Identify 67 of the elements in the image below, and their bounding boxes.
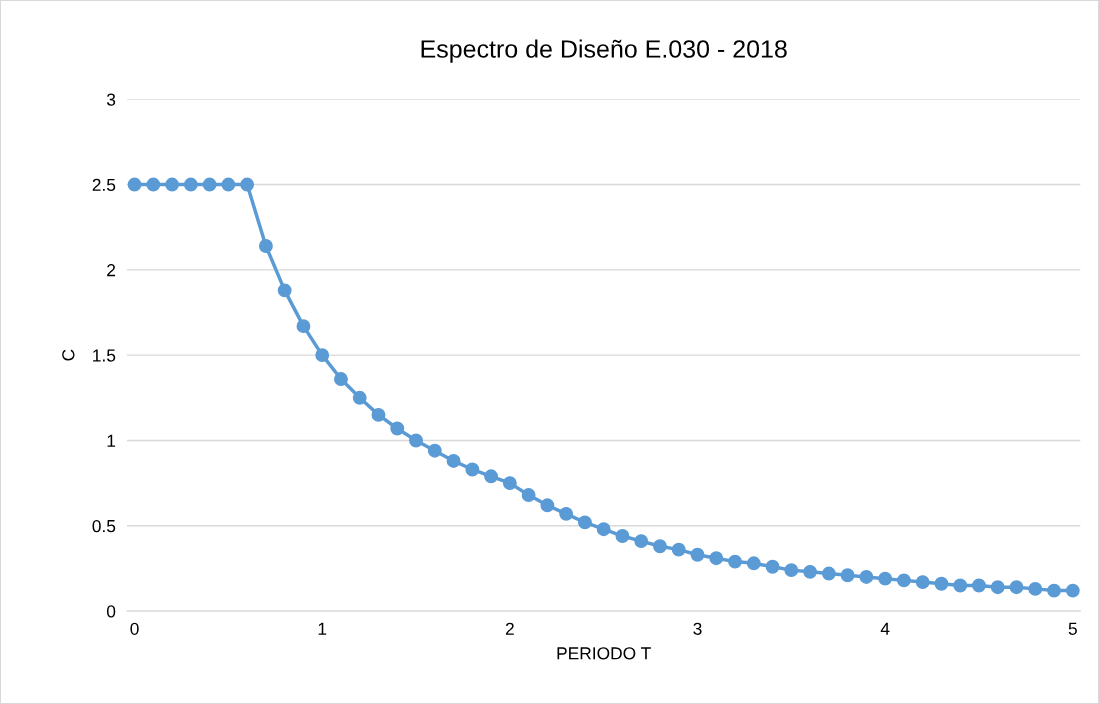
point (409, 433, 423, 448)
point (896, 573, 911, 588)
point (915, 575, 930, 590)
point (559, 506, 574, 521)
point (577, 515, 592, 530)
point (165, 177, 180, 192)
x-tick-label: 4 (880, 622, 890, 635)
point (653, 539, 667, 554)
x-tick-label: 3 (693, 622, 702, 635)
point (728, 554, 742, 569)
y-tick-label: 2.5 (92, 178, 116, 192)
point (1028, 581, 1043, 596)
point (352, 390, 367, 405)
point (183, 177, 198, 192)
point (427, 443, 442, 458)
chart-title: Espectro de Diseño E.030 - 2018 (421, 39, 787, 63)
point (240, 177, 255, 192)
point (202, 177, 217, 192)
point (334, 372, 348, 386)
point (446, 453, 461, 468)
point (990, 580, 1005, 595)
y-tick-label: 0.5 (92, 519, 116, 533)
point (390, 421, 405, 436)
point (127, 177, 142, 192)
point (277, 283, 292, 298)
point (1009, 580, 1024, 595)
y-tick-label: 3 (106, 93, 116, 106)
x-tick-label: 5 (1068, 622, 1077, 635)
point (484, 469, 499, 484)
x-tick-label: 1 (318, 622, 327, 635)
point (859, 570, 874, 584)
point (146, 177, 161, 192)
y-tick-label: 2 (107, 264, 116, 277)
point (934, 576, 949, 591)
point (840, 568, 855, 583)
point (878, 571, 893, 586)
x-tick-label: 0 (130, 622, 139, 635)
point (315, 348, 330, 363)
point (540, 498, 555, 513)
point (765, 559, 780, 574)
point (690, 547, 705, 562)
point (258, 239, 273, 253)
y-tick-label: 0 (106, 605, 116, 618)
point (671, 542, 686, 557)
point (784, 563, 799, 578)
point (821, 566, 836, 581)
point (634, 534, 649, 549)
point (1047, 583, 1061, 598)
point (709, 551, 724, 566)
point (521, 488, 536, 503)
point (502, 476, 517, 491)
point (221, 177, 236, 192)
point (1065, 583, 1080, 598)
point (615, 529, 630, 543)
x-tick-label: 2 (505, 622, 514, 635)
y-tick-label: 1.5 (93, 349, 116, 362)
point (596, 522, 611, 537)
point (746, 556, 761, 571)
point (296, 319, 311, 334)
point (972, 578, 986, 593)
point (953, 578, 968, 593)
y-axis-title: C (62, 349, 75, 361)
point (803, 564, 818, 579)
point (465, 462, 480, 477)
x-axis-title: PERIODO T (557, 647, 651, 660)
point (371, 407, 386, 422)
y-tick-label: 1 (107, 434, 116, 447)
